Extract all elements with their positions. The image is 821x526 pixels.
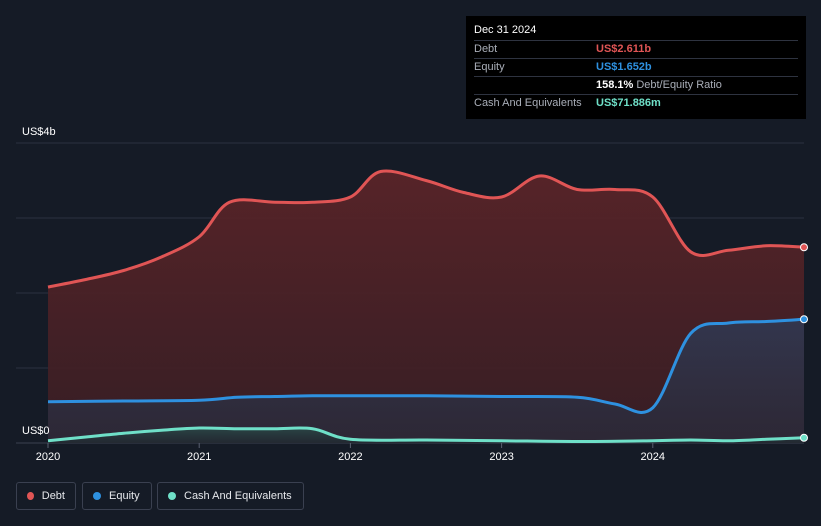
tooltip-ratio-value: 158.1% xyxy=(596,79,634,91)
tooltip-ratio-label: Debt/Equity Ratio xyxy=(636,79,722,91)
line-debt xyxy=(47,169,805,289)
tooltip-row-cash: Cash And Equivalents US$71.886m xyxy=(474,94,798,112)
line-equity xyxy=(47,317,805,414)
tooltip-row-ratio: 158.1% Debt/Equity Ratio xyxy=(474,76,798,94)
tooltip-row-debt: Debt US$2.611b xyxy=(474,40,798,58)
x-tick-label: 2021 xyxy=(187,451,211,463)
tooltip-equity-value: US$1.652b xyxy=(596,61,652,73)
tooltip-cash-label: Cash And Equivalents xyxy=(474,97,582,109)
x-tick-label: 2020 xyxy=(36,451,60,463)
x-tick-label: 2024 xyxy=(641,451,665,463)
legend-item-debt[interactable]: Debt xyxy=(16,482,76,510)
tooltip-debt-label: Debt xyxy=(474,43,498,55)
area-debt xyxy=(48,170,804,443)
tooltip-cash-value: US$71.886m xyxy=(596,97,661,109)
x-axis: 2020 2021 2022 2023 2024 xyxy=(36,443,665,463)
area-equity xyxy=(48,319,804,443)
legend-cash-dot xyxy=(168,492,176,500)
area-cash-and-equivalents xyxy=(48,427,804,443)
end-point-cash-and-equivalents[interactable] xyxy=(800,433,808,442)
series-lines xyxy=(47,169,808,443)
legend-debt-label: Debt xyxy=(41,490,65,502)
line-cash-and-equivalents xyxy=(47,426,805,443)
legend-debt-dot xyxy=(27,492,34,500)
series-areas xyxy=(48,170,804,443)
tooltip-date: Dec 31 2024 xyxy=(474,24,537,36)
y-axis-bottom-label: US$0 xyxy=(22,425,50,437)
tooltip-row-equity: Equity US$1.652b xyxy=(474,58,798,76)
tooltip-panel: Dec 31 2024 Debt US$2.611b Equity US$1.6… xyxy=(466,16,806,119)
legend-equity-dot xyxy=(93,492,101,500)
legend-cash-label: Cash And Equivalents xyxy=(184,490,292,502)
legend-equity-label: Equity xyxy=(109,490,140,502)
end-point-equity[interactable] xyxy=(800,315,808,324)
end-point-debt[interactable] xyxy=(800,243,808,252)
legend-item-cash[interactable]: Cash And Equivalents xyxy=(157,482,304,510)
x-tick-label: 2022 xyxy=(338,451,362,463)
y-axis-top-label: US$4b xyxy=(22,126,56,138)
x-tick-label: 2023 xyxy=(489,451,513,463)
tooltip-equity-label: Equity xyxy=(474,61,505,73)
legend-item-equity[interactable]: Equity xyxy=(82,482,152,510)
tooltip-debt-value: US$2.611b xyxy=(596,43,652,55)
